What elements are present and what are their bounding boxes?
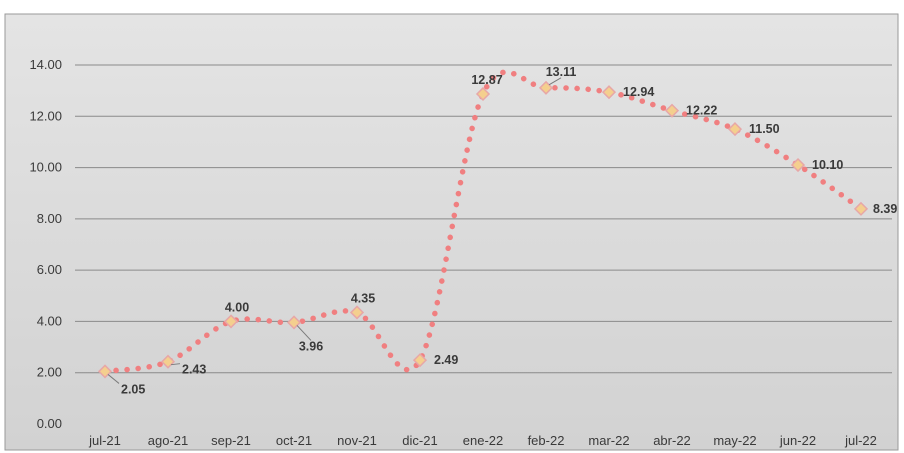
x-tick-label: sep-21 <box>211 433 251 448</box>
data-point-marker <box>853 201 869 216</box>
data-point-marker <box>223 314 239 329</box>
data-labels: 2.05 2.43 4.00 3.96 4.35 2.49 12.87 13.11 12.94 1… <box>107 65 897 396</box>
data-label: 2.05 <box>121 382 145 396</box>
x-tick-label: jul-21 <box>88 433 121 448</box>
data-label-leader <box>170 363 181 366</box>
data-point-marker <box>475 86 491 102</box>
y-tick-label: 0.00 <box>37 416 62 431</box>
data-point-marker <box>790 157 806 173</box>
data-label-leader <box>548 77 562 86</box>
series-line-path <box>102 69 864 375</box>
data-label: 4.35 <box>351 291 375 305</box>
y-tick-label: 4.00 <box>37 313 62 328</box>
data-label-leader <box>107 374 120 384</box>
data-point-marker <box>601 85 617 100</box>
x-tick-label: ene-22 <box>463 433 503 448</box>
data-label: 2.43 <box>182 363 206 377</box>
x-tick-label: feb-22 <box>528 433 565 448</box>
x-tick-label: ago-21 <box>148 433 188 448</box>
x-tick-label: dic-21 <box>402 433 437 448</box>
y-tick-label: 12.00 <box>29 108 62 123</box>
x-tick-label: oct-21 <box>276 433 312 448</box>
y-tick-label: 6.00 <box>37 262 62 277</box>
data-label: 2.49 <box>434 353 458 367</box>
y-tick-label: 14.00 <box>29 57 62 72</box>
x-tick-label: abr-22 <box>653 433 691 448</box>
x-tick-label: nov-21 <box>337 433 377 448</box>
x-tick-label: may-22 <box>713 433 756 448</box>
data-point-marker <box>412 353 428 368</box>
x-axis-tick-labels: jul-21 ago-21 sep-21 oct-21 nov-21 dic-21 ene-… <box>88 433 877 448</box>
gridlines <box>75 64 892 374</box>
data-label: 12.94 <box>623 85 654 99</box>
data-label-leader <box>296 325 312 341</box>
data-label: 12.22 <box>686 104 717 118</box>
data-point-marker <box>727 122 743 137</box>
data-label: 10.10 <box>812 158 843 172</box>
data-label: 4.00 <box>225 300 249 314</box>
chart-area-background <box>4 13 899 451</box>
data-label: 8.39 <box>873 202 897 216</box>
x-tick-label: mar-22 <box>588 433 629 448</box>
x-tick-label: jul-22 <box>844 433 877 448</box>
y-tick-label: 2.00 <box>37 365 62 380</box>
y-tick-label: 8.00 <box>37 211 62 226</box>
y-tick-label: 10.00 <box>29 160 62 175</box>
data-label: 11.50 <box>749 122 780 136</box>
data-label: 12.87 <box>471 73 502 87</box>
y-axis-tick-labels: 0.00 2.00 4.00 6.00 8.00 10.00 12.00 14.00 <box>29 57 62 431</box>
series-line <box>102 69 864 375</box>
data-label: 3.96 <box>299 339 323 353</box>
x-tick-label: jun-22 <box>779 433 816 448</box>
data-label: 13.11 <box>546 65 577 79</box>
data-point-marker <box>664 103 680 118</box>
data-point-marker <box>349 305 365 320</box>
